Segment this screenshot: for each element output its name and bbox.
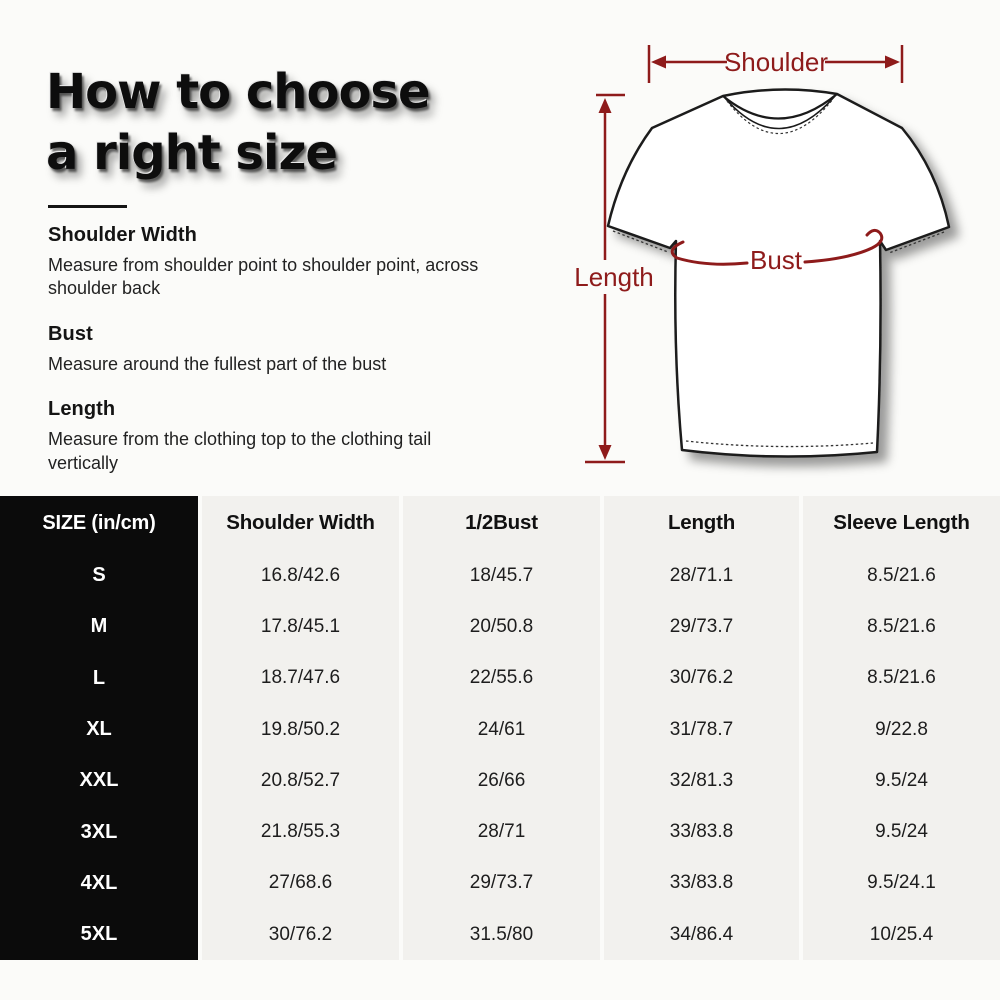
value-cell: 27/68.6 (202, 857, 399, 910)
value-cell: 9.5/24.1 (803, 857, 1000, 910)
header-length: Length (604, 496, 799, 550)
measure-guide: Shoulder Width Measure from shoulder poi… (48, 224, 500, 497)
header-sleeve-length: Sleeve Length (803, 496, 1000, 550)
guide-bust-body: Measure around the fullest part of the b… (48, 353, 387, 374)
value-cell: 9/22.8 (803, 703, 1000, 756)
guide-bust: Bust Measure around the fullest part of … (48, 323, 500, 376)
value-cell: 29/73.7 (604, 601, 799, 653)
value-cell: 31/78.7 (604, 703, 799, 756)
header-half-bust: 1/2Bust (403, 496, 600, 550)
header-shoulder-width: Shoulder Width (202, 496, 399, 550)
value-cell: 34/86.4 (604, 909, 799, 961)
page-title-line2: a right size (46, 125, 338, 181)
table-row: L 18.7/47.6 22/55.6 30/76.2 8.5/21.6 (0, 652, 1000, 704)
value-cell: 18/45.7 (403, 550, 600, 602)
value-cell: 28/71.1 (604, 550, 799, 602)
shoulder-label-bg (727, 47, 825, 77)
value-cell: 33/83.8 (604, 857, 799, 910)
size-cell: S (0, 550, 198, 602)
size-cell: 5XL (0, 909, 198, 961)
length-label: Length (574, 262, 654, 292)
value-cell: 21.8/55.3 (202, 806, 399, 858)
length-label-bg (569, 260, 659, 294)
table-row: XXL 20.8/52.7 26/66 32/81.3 9.5/24 (0, 755, 1000, 807)
table-header-row: SIZE (in/cm) Shoulder Width 1/2Bust Leng… (0, 496, 1000, 550)
page-title-line1: How to choose (46, 64, 431, 120)
title-underline (48, 205, 127, 208)
value-cell: 31.5/80 (403, 909, 600, 961)
guide-shoulder-width-body: Measure from shoulder point to shoulder … (48, 255, 479, 299)
value-cell: 33/83.8 (604, 806, 799, 858)
guide-length: Length Measure from the clothing top to … (48, 398, 500, 475)
size-cell: XXL (0, 755, 198, 807)
value-cell: 20.8/52.7 (202, 755, 399, 807)
table-row: 3XL 21.8/55.3 28/71 33/83.8 9.5/24 (0, 806, 1000, 858)
value-cell: 18.7/47.6 (202, 652, 399, 704)
guide-shoulder-width-heading: Shoulder Width (48, 224, 197, 246)
value-cell: 24/61 (403, 703, 600, 756)
value-cell: 30/76.2 (202, 909, 399, 961)
value-cell: 29/73.7 (403, 857, 600, 910)
table-row: XL 19.8/50.2 24/61 31/78.7 9/22.8 (0, 703, 1000, 756)
page-title: How to choose a right size (46, 62, 431, 184)
table-row: 5XL 30/76.2 31.5/80 34/86.4 10/25.4 (0, 909, 1000, 961)
size-cell: M (0, 601, 198, 653)
guide-bust-heading: Bust (48, 322, 93, 345)
guide-length-body: Measure from the clothing top to the clo… (48, 429, 432, 473)
value-cell: 8.5/21.6 (803, 601, 1000, 653)
tshirt-measurement-diagram: Shoulder Length Bust (569, 45, 951, 464)
shoulder-arrowhead-right (885, 55, 900, 69)
value-cell: 10/25.4 (803, 909, 1000, 961)
value-cell: 19.8/50.2 (202, 703, 399, 756)
value-cell: 32/81.3 (604, 755, 799, 807)
value-cell: 8.5/21.6 (803, 652, 1000, 704)
size-cell: XL (0, 703, 198, 756)
table-row: 4XL 27/68.6 29/73.7 33/83.8 9.5/24.1 (0, 857, 1000, 910)
bust-measure-curve (670, 228, 884, 266)
shoulder-arrowhead-left (651, 55, 666, 69)
size-table: SIZE (in/cm) Shoulder Width 1/2Bust Leng… (0, 496, 1000, 961)
guide-shoulder-width: Shoulder Width Measure from shoulder poi… (48, 224, 500, 301)
tshirt-icon (606, 88, 951, 458)
value-cell: 28/71 (403, 806, 600, 858)
length-arrowhead-down (598, 445, 612, 460)
header-size: SIZE (in/cm) (0, 496, 198, 550)
value-cell: 26/66 (403, 755, 600, 807)
table-row: M 17.8/45.1 20/50.8 29/73.7 8.5/21.6 (0, 601, 1000, 653)
value-cell: 8.5/21.6 (803, 550, 1000, 602)
value-cell: 22/55.6 (403, 652, 600, 704)
size-cell: L (0, 652, 198, 704)
length-arrowhead-up (598, 98, 612, 113)
guide-length-heading: Length (48, 398, 116, 421)
value-cell: 30/76.2 (604, 652, 799, 704)
size-cell: 3XL (0, 806, 198, 858)
table-body: S 16.8/42.6 18/45.7 28/71.1 8.5/21.6 M 1… (0, 550, 1000, 961)
value-cell: 16.8/42.6 (202, 550, 399, 602)
value-cell: 20/50.8 (403, 601, 600, 653)
shoulder-label: Shoulder (724, 47, 828, 77)
value-cell: 9.5/24 (803, 806, 1000, 858)
size-cell: 4XL (0, 857, 198, 910)
value-cell: 9.5/24 (803, 755, 1000, 807)
table-row: S 16.8/42.6 18/45.7 28/71.1 8.5/21.6 (0, 550, 1000, 602)
bust-label: Bust (750, 245, 803, 275)
value-cell: 17.8/45.1 (202, 601, 399, 653)
